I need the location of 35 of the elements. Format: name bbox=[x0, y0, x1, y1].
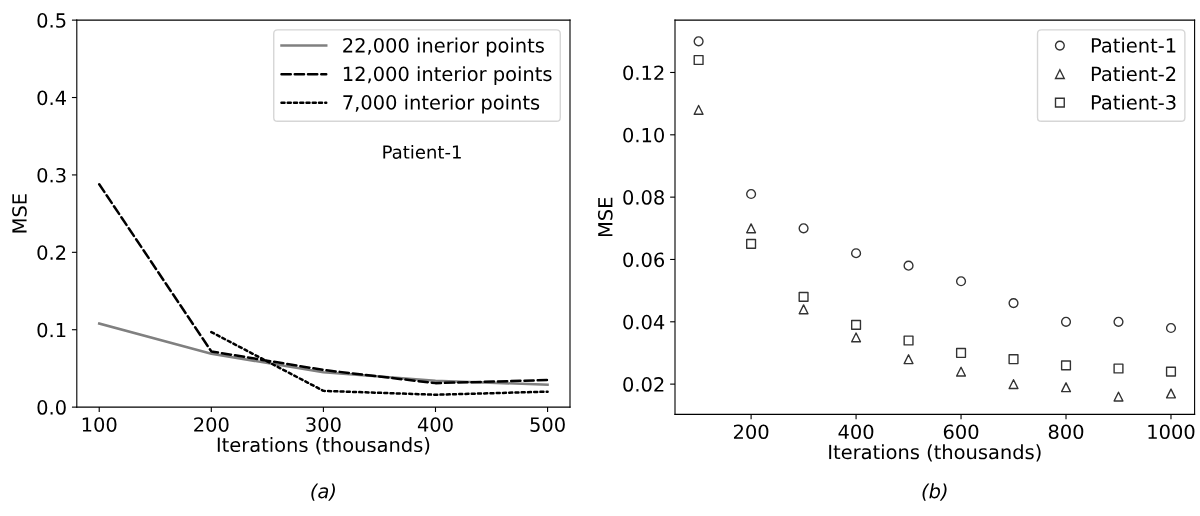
y-tick-label: 0.5 bbox=[37, 13, 66, 28]
y-axis-title: MSE bbox=[12, 194, 27, 233]
x-axis-title: Iterations (thousands) bbox=[217, 437, 430, 455]
annotation: Patient-1 bbox=[383, 144, 461, 159]
legend-label: Patient-2 bbox=[1091, 66, 1176, 82]
text: (a) bbox=[311, 483, 335, 501]
x-tick-label: 100 bbox=[82, 417, 117, 432]
y-tick-label: 0.0 bbox=[37, 400, 66, 415]
y-tick-label: 0.10 bbox=[623, 127, 664, 143]
x-tick-label: 400 bbox=[838, 424, 874, 440]
y-tick-label: 0.4 bbox=[37, 90, 66, 106]
x-tick-label: 600 bbox=[943, 424, 979, 440]
legend-label: Patient-1 bbox=[1091, 37, 1176, 53]
y-tick-label: 0.02 bbox=[623, 377, 664, 392]
legend-label: 22,000 inerior points bbox=[343, 37, 544, 57]
x-tick-label: 500 bbox=[530, 417, 565, 432]
y-tick-label: 0.12 bbox=[623, 65, 664, 81]
legend-label: Patient-3 bbox=[1091, 94, 1176, 110]
y-tick-label: 0.2 bbox=[37, 245, 66, 260]
y-axis-title: MSE bbox=[597, 197, 613, 237]
x-tick-label: 300 bbox=[306, 417, 341, 432]
text: (b) bbox=[922, 483, 947, 501]
x-axis-title: Iterations (thousands) bbox=[829, 444, 1041, 462]
x-tick-label: 200 bbox=[194, 417, 229, 432]
y-tick-label: 0.1 bbox=[37, 322, 66, 338]
legend-label: 7,000 interior points bbox=[343, 94, 540, 114]
y-tick-label: 0.08 bbox=[623, 190, 664, 205]
x-tick-label: 1000 bbox=[1148, 424, 1195, 440]
x-tick-label: 400 bbox=[417, 417, 453, 432]
y-tick-label: 0.04 bbox=[623, 314, 665, 330]
y-tick-label: 0.06 bbox=[623, 252, 665, 268]
legend-label: 12,000 interior points bbox=[343, 66, 552, 85]
x-tick-label: 200 bbox=[733, 424, 769, 440]
y-tick-label: 0.3 bbox=[37, 167, 66, 183]
x-tick-label: 800 bbox=[1048, 424, 1084, 440]
